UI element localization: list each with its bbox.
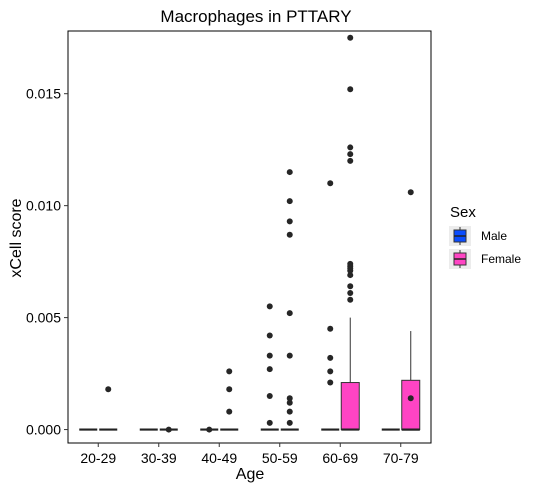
x-axis: 20-29 30-39 40-49 50-59 60-69 70-79: [80, 443, 419, 466]
outlier-point: [327, 379, 334, 386]
outlier-point: [327, 368, 334, 375]
outlier-point: [327, 354, 334, 361]
outlier-point: [286, 169, 293, 176]
outlier-point: [206, 426, 213, 433]
x-tick-label: 40-49: [201, 450, 237, 466]
x-tick-label: 70-79: [383, 450, 419, 466]
outlier-point: [266, 366, 273, 373]
legend: Sex Male Female: [449, 204, 521, 269]
x-axis-title: Age: [236, 466, 265, 483]
outlier-point: [347, 151, 354, 158]
outlier-point: [226, 368, 233, 375]
outlier-point: [347, 157, 354, 164]
y-axis: 0.000 0.005 0.010 0.015: [26, 86, 68, 438]
outlier-point: [286, 310, 293, 317]
x-tick-label: 60-69: [322, 450, 358, 466]
y-axis-title: xCell score: [8, 198, 25, 277]
outlier-point: [347, 272, 354, 279]
y-tick-label: 0.010: [26, 198, 61, 214]
y-tick-label: 0.000: [26, 422, 61, 438]
x-tick-label: 50-59: [262, 450, 298, 466]
y-tick-label: 0.005: [26, 310, 61, 326]
outlier-point: [286, 352, 293, 359]
outlier-point: [286, 399, 293, 406]
outlier-point: [266, 392, 273, 399]
legend-label: Female: [481, 252, 521, 266]
outlier-point: [407, 189, 414, 196]
outlier-point: [226, 408, 233, 415]
outlier-point: [266, 419, 273, 426]
outlier-point: [347, 34, 354, 41]
x-tick-label: 20-29: [80, 450, 116, 466]
outlier-point: [347, 296, 354, 303]
outlier-point: [347, 86, 354, 93]
outlier-point: [286, 218, 293, 225]
outlier-point: [286, 408, 293, 415]
chart-marks: [79, 34, 421, 433]
chart-title: Macrophages in PTTARY: [160, 7, 351, 26]
x-tick-label: 30-39: [141, 450, 177, 466]
legend-label: Male: [481, 229, 507, 243]
outlier-point: [286, 231, 293, 238]
outlier-point: [347, 260, 354, 267]
outlier-point: [286, 395, 293, 402]
outlier-point: [286, 198, 293, 205]
outlier-point: [407, 395, 414, 402]
legend-title: Sex: [450, 204, 476, 221]
box: [401, 379, 421, 431]
outlier-point: [347, 289, 354, 296]
plot-panel: [67, 30, 432, 444]
outlier-point: [266, 332, 273, 339]
outlier-point: [286, 419, 293, 426]
outlier-point: [266, 352, 273, 359]
box: [340, 382, 360, 431]
outlier-point: [347, 283, 354, 290]
outlier-point: [266, 303, 273, 310]
outlier-point: [347, 144, 354, 151]
y-tick-label: 0.015: [26, 86, 61, 102]
outlier-point: [165, 426, 172, 433]
outlier-point: [226, 386, 233, 393]
outlier-point: [327, 325, 334, 332]
outlier-point: [327, 180, 334, 187]
outlier-point: [105, 386, 112, 393]
